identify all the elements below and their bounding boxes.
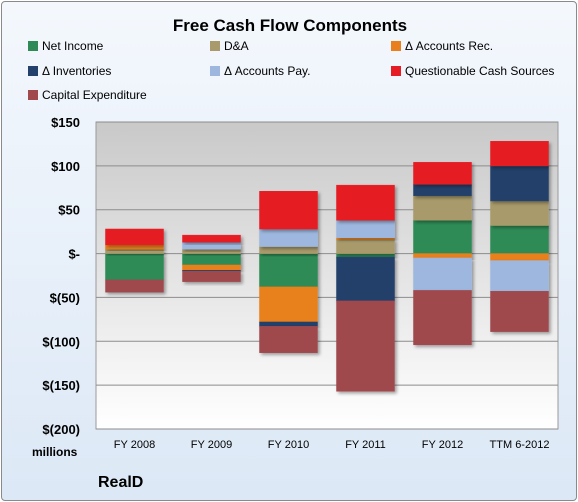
bar-segment (490, 141, 549, 167)
legend-label: Δ Inventories (42, 64, 112, 78)
x-tick-label: FY 2008 (114, 439, 155, 451)
bar-segment (336, 184, 395, 221)
bar-segment (490, 200, 549, 226)
legend-label: Net Income (42, 39, 104, 53)
bar-segment (105, 228, 164, 246)
legend-label: Δ Accounts Pay. (224, 64, 311, 78)
y-tick-label: $(50) (50, 290, 80, 305)
y-tick-label: $- (68, 247, 80, 262)
chart-title: Free Cash Flow Components (172, 16, 408, 35)
legend-item: Δ Accounts Rec. (391, 39, 493, 53)
legend-swatch (210, 41, 220, 51)
bar-segment (490, 225, 549, 254)
bar-segment (105, 253, 164, 281)
bar-segment (259, 326, 318, 353)
bar-segment (182, 234, 241, 243)
bar-segment (490, 165, 549, 202)
bar-segment (259, 246, 318, 254)
y-tick-label: $50 (58, 203, 80, 218)
y-tick-label: $150 (51, 115, 80, 130)
bar-segment (182, 248, 241, 254)
bar-segment (413, 257, 472, 291)
bar-segment (490, 253, 549, 261)
bar-segment (413, 290, 472, 346)
legend-label: Δ Accounts Rec. (405, 39, 494, 53)
bar-segment (182, 241, 241, 250)
bar-segment (105, 244, 164, 250)
y-tick-label: $(200) (42, 422, 80, 437)
bar-segment (182, 264, 241, 271)
legend-label: Capital Expenditure (42, 88, 147, 102)
bar-segment (413, 253, 472, 259)
legend-item: Questionable Cash Sources (391, 64, 554, 78)
bar-segment (336, 219, 395, 239)
legend-swatch (28, 90, 38, 100)
bar-segment (336, 239, 395, 254)
bar-segment (490, 260, 549, 292)
y-tick-label: $100 (51, 159, 80, 174)
legend-item: Δ Inventories (28, 64, 111, 78)
legend-label: Questionable Cash Sources (405, 64, 555, 78)
y-tick-label: $(100) (42, 334, 80, 349)
bar-segment (182, 253, 241, 266)
bar-segment (259, 191, 318, 230)
x-tick-label: FY 2012 (422, 439, 463, 451)
bar-segment (259, 321, 318, 327)
bar-segment (105, 248, 164, 254)
bar-segment (490, 291, 549, 332)
bar-segment (413, 162, 472, 185)
bar-segment (259, 286, 318, 323)
bar-segment (336, 253, 395, 258)
legend-label: D&A (224, 39, 249, 53)
bar-segment (259, 253, 318, 288)
unit-label: millions (32, 445, 78, 459)
legend-swatch (391, 41, 401, 51)
legend-item: Capital Expenditure (28, 88, 147, 102)
bar-segment (336, 300, 395, 392)
bar-segment (259, 228, 318, 247)
legend-item: D&A (210, 39, 249, 53)
y-tick-label: $(150) (42, 378, 80, 393)
legend-swatch (391, 66, 401, 76)
bar-segment (182, 270, 241, 282)
bar-segment (336, 256, 395, 302)
legend-swatch (28, 66, 38, 76)
bar-segment (413, 219, 472, 254)
company-label: RealD (98, 474, 144, 491)
legend-swatch (210, 66, 220, 76)
plot-background (95, 121, 559, 430)
bar-segment (336, 237, 395, 240)
x-tick-label: FY 2009 (191, 439, 232, 451)
bar-segment (413, 184, 472, 196)
x-tick-label: FY 2010 (268, 439, 309, 451)
bar-segment (105, 279, 164, 293)
x-tick-label: FY 2011 (345, 439, 386, 451)
bar-segment (413, 195, 472, 221)
legend-item: Net Income (28, 39, 103, 53)
legend-swatch (28, 41, 38, 51)
legend-item: Δ Accounts Pay. (210, 64, 311, 78)
x-tick-label: TTM 6-2012 (490, 439, 550, 451)
